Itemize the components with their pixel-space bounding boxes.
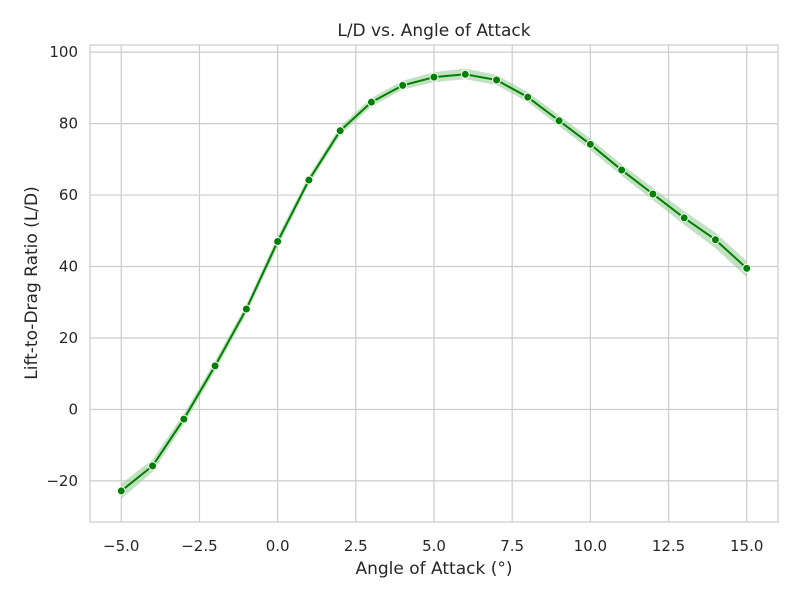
data-point bbox=[617, 165, 627, 175]
data-point bbox=[429, 72, 439, 82]
data-point bbox=[460, 69, 470, 79]
data-point bbox=[116, 486, 126, 496]
data-point bbox=[492, 75, 502, 85]
grid bbox=[90, 45, 778, 522]
y-tick-label: 60 bbox=[59, 186, 78, 204]
data-point bbox=[523, 92, 533, 102]
y-tick-label: 20 bbox=[59, 329, 78, 347]
x-tick-label: 15.0 bbox=[730, 537, 763, 555]
data-point bbox=[648, 189, 658, 199]
plot-frame bbox=[89, 44, 779, 523]
x-tick-label: 5.0 bbox=[422, 537, 446, 555]
y-tick-label: −20 bbox=[46, 472, 78, 490]
data-point bbox=[710, 235, 720, 245]
data-point bbox=[335, 126, 345, 136]
data-point bbox=[585, 139, 595, 149]
data-point bbox=[304, 175, 314, 185]
x-tick-labels: −5.0 −2.5 0.0 2.5 5.0 7.5 10.0 12.5 15.0 bbox=[103, 537, 763, 555]
y-tick-label: 100 bbox=[49, 43, 78, 61]
data-point bbox=[742, 263, 752, 273]
data-point bbox=[366, 97, 376, 107]
data-point bbox=[273, 237, 283, 247]
y-tick-labels: −20 0 20 40 60 80 100 bbox=[46, 43, 78, 490]
x-tick-label: 10.0 bbox=[574, 537, 607, 555]
y-axis-label: Lift-to-Drag Ratio (L/D) bbox=[22, 186, 42, 380]
y-tick-label: 80 bbox=[59, 115, 78, 133]
data-point bbox=[554, 116, 564, 126]
x-tick-label: 0.0 bbox=[266, 537, 290, 555]
y-tick-label: 0 bbox=[68, 400, 78, 418]
x-tick-label: 12.5 bbox=[652, 537, 685, 555]
data-point bbox=[210, 361, 220, 371]
x-tick-label: 2.5 bbox=[344, 537, 368, 555]
data-point bbox=[679, 213, 689, 223]
x-tick-label: −2.5 bbox=[181, 537, 217, 555]
data-point bbox=[148, 461, 158, 471]
x-tick-label: 7.5 bbox=[500, 537, 524, 555]
data-point bbox=[179, 414, 189, 424]
x-axis-label: Angle of Attack (°) bbox=[355, 559, 512, 579]
x-tick-label: −5.0 bbox=[103, 537, 139, 555]
data-point bbox=[398, 80, 408, 90]
chart-title: L/D vs. Angle of Attack bbox=[337, 21, 530, 41]
y-tick-label: 40 bbox=[59, 258, 78, 276]
data-point bbox=[241, 304, 251, 314]
data-point-layer bbox=[116, 69, 752, 496]
